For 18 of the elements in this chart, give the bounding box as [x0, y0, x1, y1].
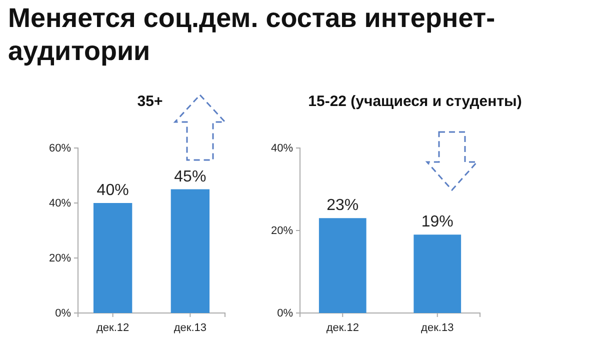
y-tick-label: 60% [48, 142, 72, 155]
x-tick-label: дек.13 [421, 322, 454, 334]
data-label: 40% [96, 182, 129, 199]
y-tick-label: 40% [270, 142, 294, 155]
x-tick-label: дек.13 [174, 322, 207, 334]
y-tick-label: 40% [48, 198, 72, 210]
data-label: 19% [421, 214, 454, 231]
data-label: 23% [326, 197, 359, 214]
y-tick-label: 20% [48, 252, 72, 265]
chart-title: 35+ [137, 93, 163, 110]
x-tick-label: дек.12 [326, 322, 359, 334]
x-tick-label: дек.12 [96, 322, 130, 334]
data-label: 45% [174, 168, 206, 186]
chart-title: 15-22 (учащиеся и студенты) [308, 93, 522, 110]
y-tick-label: 20% [270, 225, 294, 238]
y-tick-label: 0% [277, 308, 294, 320]
y-tick-label: 0% [55, 308, 72, 320]
text: Меняется соц.дем. состав интернет-аудитории [8, 2, 496, 68]
